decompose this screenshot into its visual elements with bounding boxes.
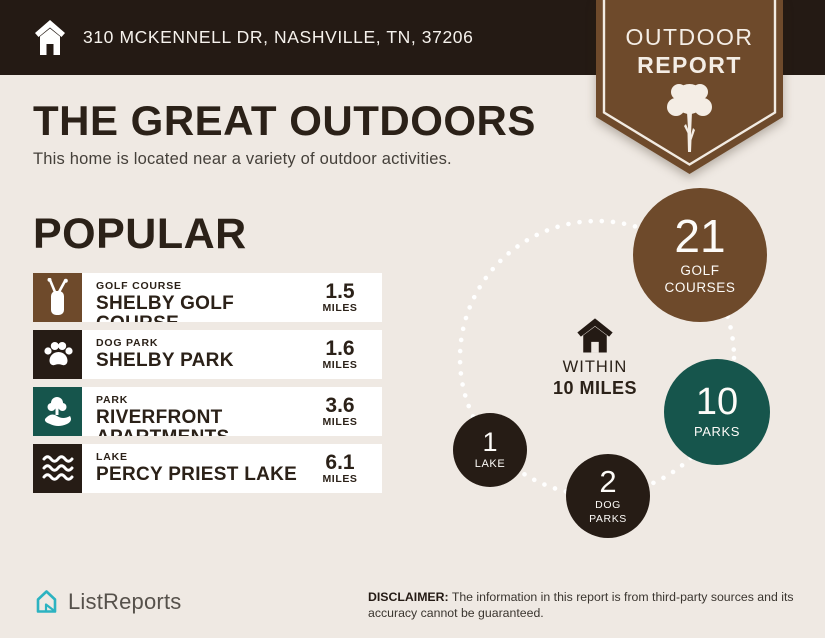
list-item-dog-park: DOG PARK SHELBY PARK 1.6 MILES	[33, 330, 382, 379]
stat-value: 10	[695, 381, 739, 424]
distance-unit: MILES	[322, 359, 358, 371]
home-icon	[35, 19, 65, 55]
stat-label: DOG PARKS	[589, 499, 627, 525]
list-item-text: GOLF COURSE SHELBY GOLF COURSE	[82, 273, 304, 322]
distance-unit: MILES	[322, 302, 358, 314]
park-icon	[33, 387, 82, 436]
stat-bubble-parks: 10 PARKS	[664, 359, 770, 465]
home-icon	[577, 318, 613, 353]
item-name: SHELBY GOLF COURSE	[96, 293, 235, 323]
item-distance: 6.1 MILES	[304, 444, 382, 493]
stat-label: GOLF COURSES	[664, 263, 736, 295]
radius-label-distance: 10 MILES	[552, 378, 638, 398]
stat-bubble-lake: 1 LAKE	[453, 413, 527, 487]
brand-logo: ListReports	[33, 588, 181, 615]
radius-center: WITHIN 10 MILES	[545, 318, 645, 399]
stat-label: LAKE	[474, 457, 506, 470]
item-name: SHELBY PARK	[96, 350, 234, 371]
stat-bubble-golf-courses: 21 GOLF COURSES	[633, 188, 767, 322]
list-item-text: DOG PARK SHELBY PARK	[82, 330, 304, 379]
distance-unit: MILES	[322, 473, 358, 485]
badge-shape	[596, 0, 783, 174]
distance-value: 1.6	[325, 337, 355, 360]
outdoor-report-badge: OUTDOOR REPORT	[596, 0, 783, 178]
disclaimer-text: The information in this report is from t…	[368, 590, 794, 620]
disclaimer: DISCLAIMER: The information in this repo…	[368, 590, 804, 621]
tree-icon	[667, 84, 712, 152]
stat-bubble-dog-parks: 2 DOG PARKS	[566, 454, 650, 538]
distance-value: 1.5	[325, 280, 355, 303]
list-item-body: PARK RIVERFRONT APARTMENTS 3.6 MILES	[82, 387, 382, 436]
listreports-logo-icon	[36, 590, 57, 613]
brand-name: ListReports	[68, 588, 182, 614]
item-distance: 1.5 MILES	[304, 273, 382, 322]
list-item-text: PARK RIVERFRONT APARTMENTS	[82, 387, 304, 436]
waves-icon	[33, 444, 82, 493]
item-distance: 1.6 MILES	[304, 330, 382, 379]
stat-value: 1	[482, 426, 498, 457]
golf-bag-icon	[33, 273, 82, 322]
distance-value: 3.6	[325, 394, 355, 417]
list-item-body: GOLF COURSE SHELBY GOLF COURSE 1.5 MILES	[82, 273, 382, 322]
list-item-text: LAKE PERCY PRIEST LAKE	[82, 444, 304, 493]
popular-list: GOLF COURSE SHELBY GOLF COURSE 1.5 MILES	[33, 273, 382, 493]
distance-unit: MILES	[322, 416, 358, 428]
item-name: PERCY PRIEST LAKE	[96, 464, 298, 485]
distance-value: 6.1	[325, 451, 355, 474]
badge-line1: OUTDOOR	[625, 24, 754, 50]
paw-icon	[33, 330, 82, 379]
list-item-park: PARK RIVERFRONT APARTMENTS 3.6 MILES	[33, 387, 382, 436]
stat-value: 21	[674, 210, 726, 263]
item-category: LAKE	[96, 451, 128, 463]
item-category: GOLF COURSE	[96, 280, 182, 292]
badge-line2: REPORT	[637, 52, 742, 78]
popular-heading: POPULAR	[33, 210, 247, 258]
item-category: DOG PARK	[96, 337, 159, 349]
item-category: PARK	[96, 394, 129, 406]
item-distance: 3.6 MILES	[304, 387, 382, 436]
list-item-golf-course: GOLF COURSE SHELBY GOLF COURSE 1.5 MILES	[33, 273, 382, 322]
badge-title: OUTDOOR REPORT	[596, 24, 783, 79]
disclaimer-label: DISCLAIMER:	[368, 590, 449, 604]
list-item-body: LAKE PERCY PRIEST LAKE 6.1 MILES	[82, 444, 382, 493]
list-item-body: DOG PARK SHELBY PARK 1.6 MILES	[82, 330, 382, 379]
stat-label: PARKS	[693, 424, 741, 440]
page-title: THE GREAT OUTDOORS	[33, 97, 536, 144]
stat-value: 2	[599, 464, 617, 500]
item-name: RIVERFRONT APARTMENTS	[96, 407, 229, 437]
list-item-lake: LAKE PERCY PRIEST LAKE 6.1 MILES	[33, 444, 382, 493]
property-address: 310 MCKENNELL DR, NASHVILLE, TN, 37206	[83, 27, 474, 47]
radius-label-within: WITHIN	[562, 358, 628, 376]
page-subtitle: This home is located near a variety of o…	[33, 150, 452, 168]
